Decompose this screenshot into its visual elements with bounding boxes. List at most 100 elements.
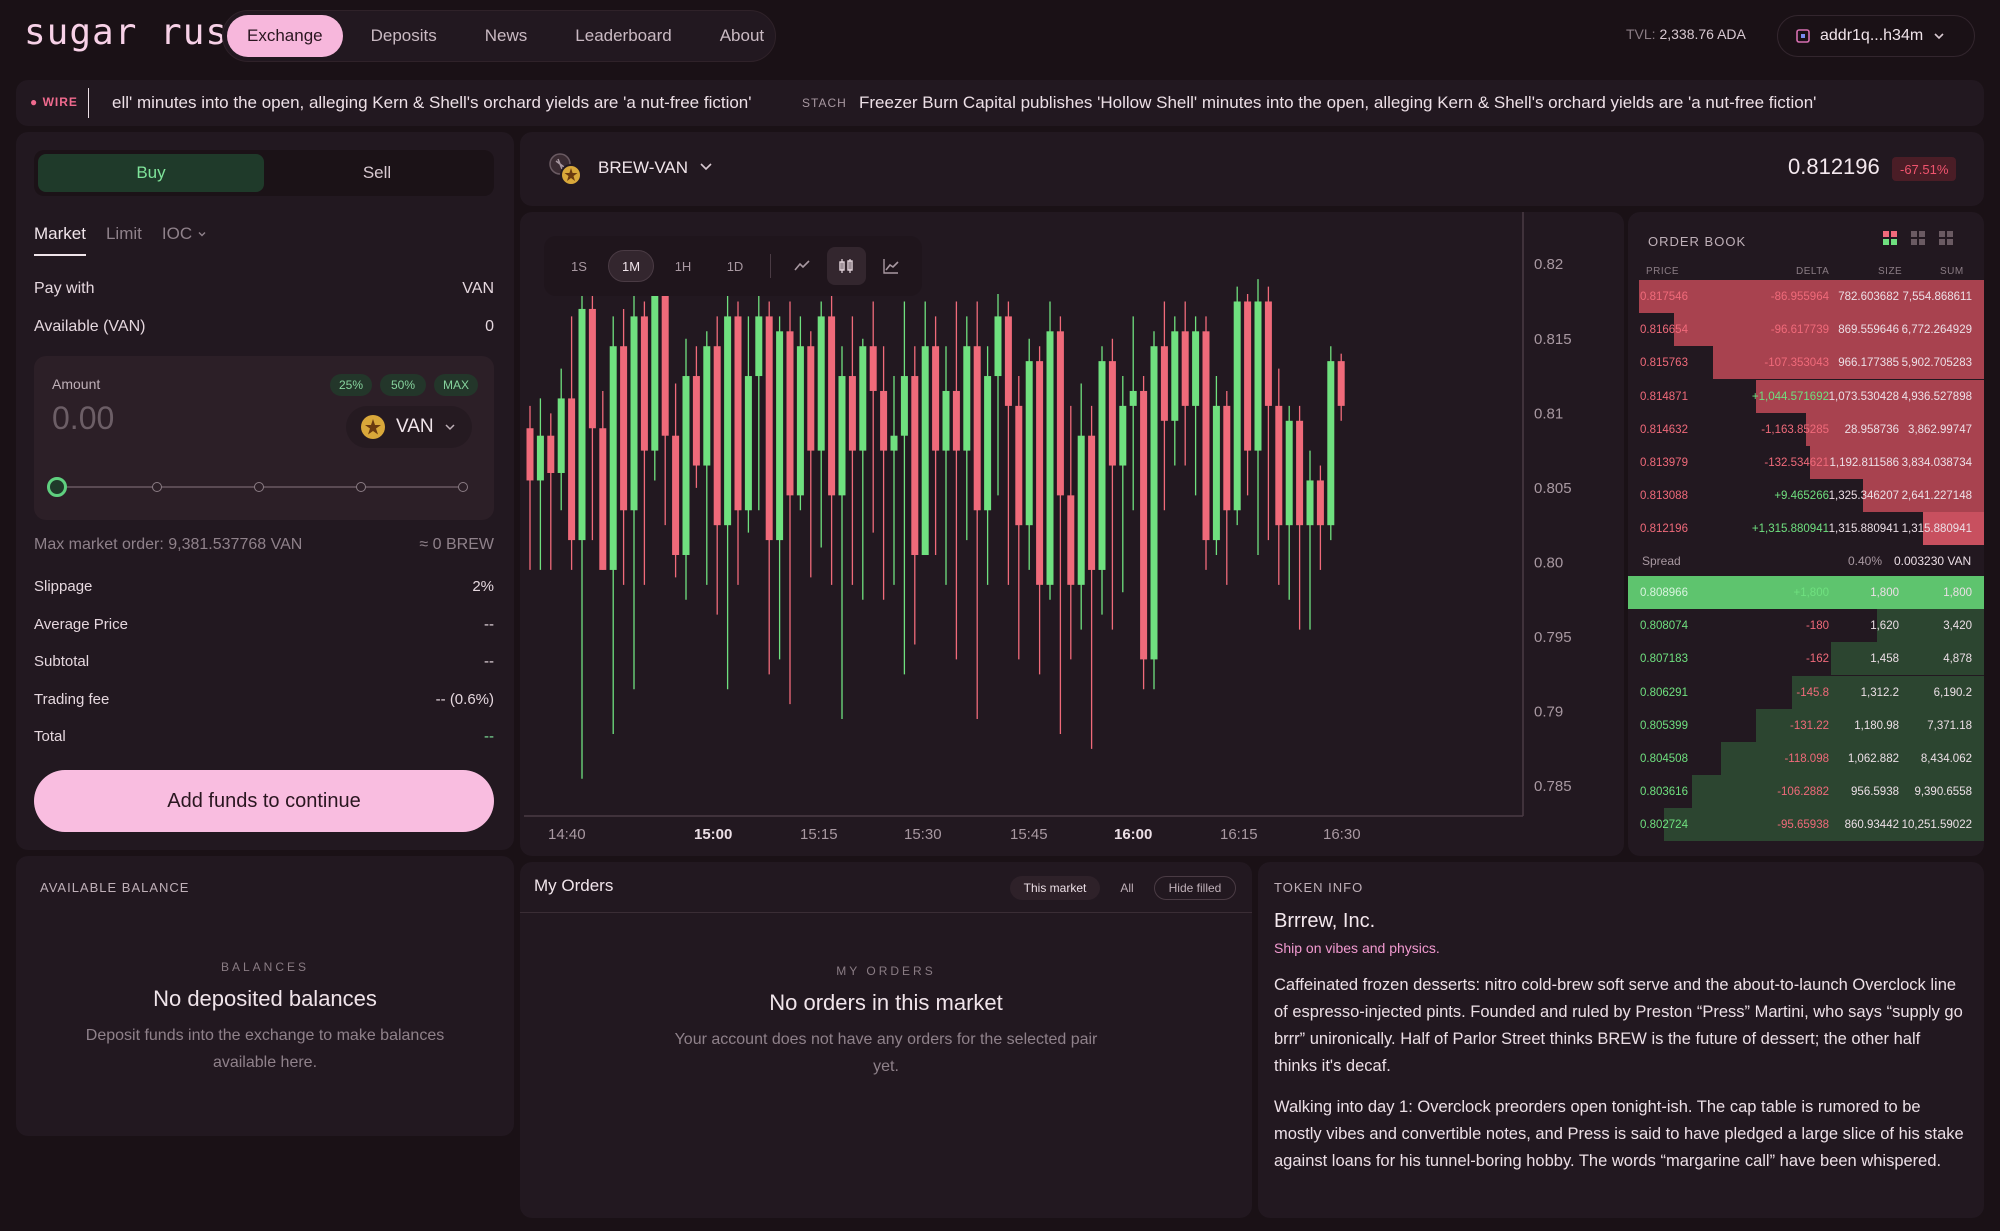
candle-body[interactable] bbox=[880, 390, 888, 451]
candle-body[interactable] bbox=[1337, 361, 1345, 406]
wallet-button[interactable]: addr1q...h34m bbox=[1777, 15, 1975, 57]
candle-body[interactable] bbox=[672, 435, 680, 556]
candle-body[interactable] bbox=[838, 376, 846, 496]
ask-row[interactable]: 0.816654 -96.617739 869.559646 6,772.264929 bbox=[1628, 313, 1984, 347]
candle-body[interactable] bbox=[1264, 301, 1272, 406]
candle-body[interactable] bbox=[640, 316, 648, 451]
bid-row[interactable]: 0.803616 -106.2882 956.5938 9,390.6558 bbox=[1628, 775, 1984, 809]
candle-body[interactable] bbox=[526, 428, 534, 481]
asks-view-icon[interactable] bbox=[1910, 230, 1926, 246]
candle-body[interactable] bbox=[588, 308, 596, 429]
candle-body[interactable] bbox=[1160, 346, 1168, 421]
bid-row[interactable]: 0.807183 -162 1,458 4,878 bbox=[1628, 642, 1984, 676]
nav-exchange[interactable]: Exchange bbox=[227, 15, 343, 57]
slippage-value[interactable]: 2% bbox=[472, 578, 494, 595]
candle-body[interactable] bbox=[786, 331, 794, 496]
candle-body[interactable] bbox=[1056, 331, 1064, 496]
ask-row[interactable]: 0.812196 +1,315.880941 1,315.880941 1,315.8… bbox=[1628, 512, 1984, 546]
candle-body[interactable] bbox=[890, 435, 898, 451]
candle-body[interactable] bbox=[755, 316, 763, 377]
candle-body[interactable] bbox=[661, 286, 669, 436]
timeframe-1s[interactable]: 1S bbox=[571, 258, 587, 274]
candle-body[interactable] bbox=[796, 346, 804, 496]
candle-body[interactable] bbox=[568, 398, 576, 541]
candle-body[interactable] bbox=[921, 346, 929, 556]
ticker-headline-2[interactable]: Freezer Burn Capital publishes 'Hollow S… bbox=[859, 93, 1817, 112]
candle-body[interactable] bbox=[765, 316, 773, 541]
pct-50-button[interactable]: 50% bbox=[380, 374, 426, 396]
candle-body[interactable] bbox=[973, 346, 981, 511]
candle-body[interactable] bbox=[1244, 301, 1252, 451]
candle-body[interactable] bbox=[547, 435, 555, 473]
candle-body[interactable] bbox=[713, 346, 721, 526]
candle-body[interactable] bbox=[859, 346, 867, 451]
candle-body[interactable] bbox=[1233, 301, 1241, 511]
ask-row[interactable]: 0.814871 +1,044.571692 1,073.530428 4,936.5… bbox=[1628, 379, 1984, 413]
candle-body[interactable] bbox=[682, 376, 690, 556]
add-funds-button[interactable]: Add funds to continue bbox=[34, 770, 494, 832]
nav-about[interactable]: About bbox=[719, 26, 765, 45]
candles-chart-button[interactable] bbox=[827, 247, 866, 285]
candle-body[interactable] bbox=[1254, 301, 1262, 451]
amount-input[interactable]: 0.00 bbox=[52, 400, 115, 436]
candle-body[interactable] bbox=[1316, 480, 1324, 526]
candle-body[interactable] bbox=[1067, 495, 1075, 585]
candle-body[interactable] bbox=[869, 346, 877, 391]
candle-body[interactable] bbox=[1181, 331, 1189, 406]
timeframe-1h[interactable]: 1H bbox=[674, 258, 692, 274]
bids-view-icon[interactable] bbox=[1938, 230, 1954, 246]
pay-with-value[interactable]: VAN bbox=[462, 280, 494, 297]
candle-body[interactable] bbox=[1004, 316, 1012, 406]
candle-body[interactable] bbox=[620, 346, 628, 511]
candle-body[interactable] bbox=[1015, 405, 1023, 526]
candle-body[interactable] bbox=[1192, 331, 1200, 406]
candle-body[interactable] bbox=[536, 435, 544, 481]
token-select[interactable]: VAN bbox=[346, 406, 472, 448]
candle-body[interactable] bbox=[1119, 405, 1127, 466]
candle-body[interactable] bbox=[828, 316, 836, 496]
candle-body[interactable] bbox=[1140, 390, 1148, 660]
candle-body[interactable] bbox=[942, 390, 950, 451]
candle-body[interactable] bbox=[1306, 480, 1314, 526]
filter-this-market[interactable]: This market bbox=[1010, 876, 1100, 900]
candlestick-chart[interactable]: 0.82 0.815 0.81 0.805 0.80 0.795 0.79 0.785 14:… bbox=[520, 212, 1624, 856]
candle-body[interactable] bbox=[724, 316, 732, 526]
sell-tab[interactable]: Sell bbox=[362, 163, 392, 182]
bid-row[interactable]: 0.804508 -118.098 1,062.882 8,434.062 bbox=[1628, 742, 1984, 775]
pct-25-button[interactable]: 25% bbox=[330, 374, 372, 396]
candle-body[interactable] bbox=[1098, 361, 1106, 570]
ask-row[interactable]: 0.813979 -132.534621 1,192.811586 3,834.038… bbox=[1628, 446, 1984, 479]
slider-stop-75[interactable] bbox=[356, 482, 366, 492]
hide-filled-toggle[interactable]: Hide filled bbox=[1154, 876, 1236, 900]
candle-body[interactable] bbox=[578, 308, 586, 541]
buy-tab[interactable]: Buy bbox=[38, 154, 264, 192]
slider-stop-25[interactable] bbox=[152, 482, 162, 492]
candle-body[interactable] bbox=[1327, 361, 1335, 526]
candle-body[interactable] bbox=[1223, 405, 1231, 511]
candle-body[interactable] bbox=[1150, 346, 1158, 660]
ask-row[interactable]: 0.814632 -1,163.85285 28.958736 3,862.99747 bbox=[1628, 412, 1984, 446]
candle-body[interactable] bbox=[557, 398, 565, 473]
candle-body[interactable] bbox=[609, 346, 617, 570]
candle-body[interactable] bbox=[1129, 390, 1137, 406]
tab-market[interactable]: Market bbox=[34, 224, 86, 256]
candle-body[interactable] bbox=[952, 390, 960, 451]
candle-body[interactable] bbox=[1212, 405, 1220, 541]
slider-handle[interactable] bbox=[47, 477, 67, 497]
area-chart-button[interactable] bbox=[872, 247, 910, 285]
candle-body[interactable] bbox=[817, 316, 825, 451]
ask-row[interactable]: 0.815763 -107.353043 966.177385 5,902.70528… bbox=[1628, 346, 1984, 380]
filter-all[interactable]: All bbox=[1120, 881, 1134, 895]
timeframe-1d[interactable]: 1D bbox=[726, 258, 744, 274]
timeframe-1m[interactable]: 1M bbox=[608, 250, 654, 282]
max-button[interactable]: MAX bbox=[434, 374, 478, 396]
candle-body[interactable] bbox=[630, 316, 638, 511]
bid-row[interactable]: 0.808074 -180 1,620 3,420 bbox=[1628, 609, 1984, 643]
both-sides-view-icon[interactable] bbox=[1882, 230, 1898, 246]
candle-body[interactable] bbox=[932, 346, 940, 451]
candle-body[interactable] bbox=[1275, 405, 1283, 526]
pair-selector[interactable]: BREW-VAN bbox=[598, 158, 713, 178]
candle-body[interactable] bbox=[900, 376, 908, 436]
candle-body[interactable] bbox=[734, 316, 742, 511]
tab-ioc[interactable]: IOC bbox=[162, 224, 207, 256]
